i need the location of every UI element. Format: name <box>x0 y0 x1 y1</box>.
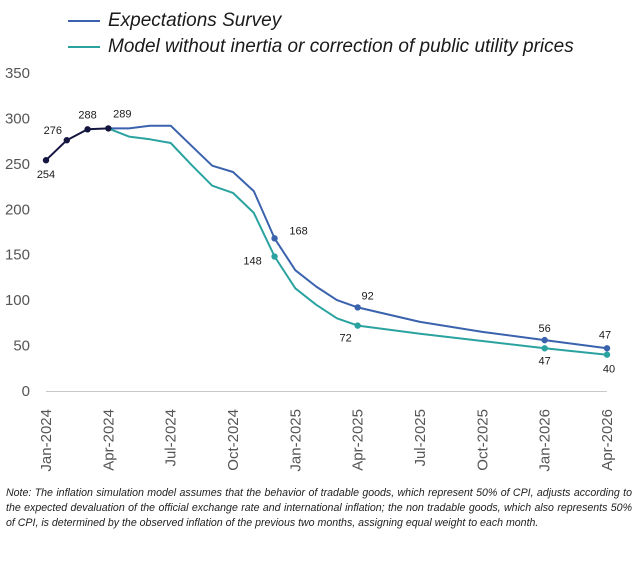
series-0-data-label-0: 168 <box>289 225 307 237</box>
series-line-1 <box>107 127 608 356</box>
history-point-0 <box>42 157 50 164</box>
y-tick-label-7: 350 <box>5 65 30 82</box>
y-tick-label-2: 100 <box>5 292 30 309</box>
y-tick-label-1: 50 <box>13 338 30 355</box>
chart-plot: 0 50 100 150 200 250 300 350 Jan-2024 Apr-2024 Jul… <box>5 65 616 472</box>
legend-entry-model: Model without inertia or correction of p… <box>68 34 574 60</box>
series-0-data-label-3: 47 <box>599 329 611 341</box>
chart: 0 50 100 150 200 250 300 350 Jan-2024 Apr-2024 Jul… <box>5 8 616 472</box>
history-data-label-0: 254 <box>37 169 55 181</box>
series-0-point-0 <box>271 235 278 242</box>
series-0-data-label-1: 92 <box>362 290 374 302</box>
chart-legend: Expectations Survey Model without inerti… <box>68 8 574 60</box>
legend-label-expectations-survey: Expectations Survey <box>108 10 282 31</box>
history-data-label-2: 288 <box>78 109 96 121</box>
series-1-data-label-0: 148 <box>243 256 261 268</box>
x-tick-label-9: Apr-2026 <box>599 409 616 471</box>
x-tick-label-4: Jan-2025 <box>287 409 304 472</box>
y-tick-label-4: 200 <box>5 201 30 218</box>
history-point-3 <box>105 125 112 132</box>
x-tick-label-0: Jan-2024 <box>38 409 55 472</box>
series-1-data-label-2: 47 <box>539 355 551 367</box>
history-point-1 <box>63 137 70 144</box>
legend-swatch-expectations-survey <box>68 20 100 22</box>
legend-swatch-model <box>68 46 100 48</box>
x-tick-label-7: Oct-2025 <box>474 409 491 471</box>
footnote: Note: The inflation simulation model ass… <box>6 487 632 529</box>
history-data-label-1: 276 <box>44 125 62 137</box>
series-0-point-2 <box>541 336 548 344</box>
series-1-data-label-3: 40 <box>603 364 615 376</box>
history-data-label-3: 289 <box>113 108 131 120</box>
x-tick-label-5: Apr-2025 <box>350 409 367 471</box>
y-tick-label-3: 150 <box>5 247 30 264</box>
y-tick-label-6: 300 <box>5 110 30 127</box>
series-1-point-0 <box>271 253 278 260</box>
history-point-2 <box>84 126 91 133</box>
x-tick-label-2: Jul-2024 <box>163 409 180 467</box>
x-tick-label-8: Jan-2026 <box>537 409 554 472</box>
series-0-point-1 <box>354 304 361 311</box>
series-1-data-label-1: 72 <box>340 333 352 345</box>
history-line <box>45 127 109 161</box>
series-1-point-3 <box>603 351 611 358</box>
x-tick-label-1: Apr-2024 <box>100 409 117 471</box>
series-0-data-label-2: 56 <box>539 323 551 335</box>
legend-entry-expectations-survey: Expectations Survey <box>68 8 574 34</box>
series-1-point-2 <box>541 345 548 352</box>
x-tick-label-3: Oct-2024 <box>225 409 242 471</box>
legend-label-model: Model without inertia or correction of p… <box>108 36 574 57</box>
y-tick-label-0: 0 <box>22 383 30 400</box>
x-tick-label-6: Jul-2025 <box>412 409 429 467</box>
series-line-0 <box>108 124 608 350</box>
series-0-point-3 <box>603 345 611 352</box>
y-tick-label-5: 250 <box>5 156 30 173</box>
series-1-point-1 <box>354 322 361 329</box>
